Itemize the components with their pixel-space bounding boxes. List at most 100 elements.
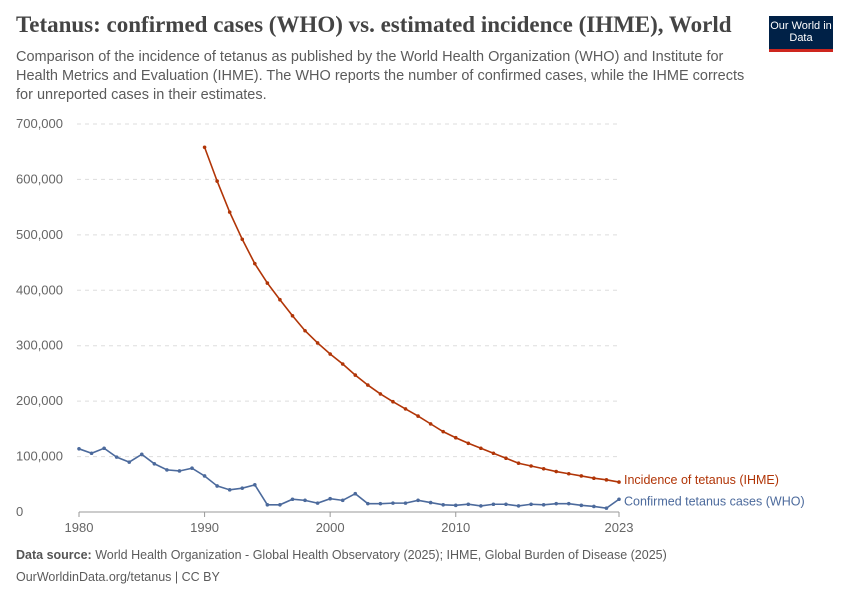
data-point bbox=[278, 297, 282, 302]
y-tick-label: 100,000 bbox=[16, 449, 63, 464]
data-point bbox=[265, 281, 270, 285]
x-tick-label: 2023 bbox=[605, 520, 634, 535]
data-point bbox=[453, 435, 458, 440]
data-point bbox=[202, 474, 207, 478]
data-point bbox=[504, 456, 508, 461]
data-point bbox=[315, 341, 320, 345]
data-point bbox=[441, 429, 445, 434]
data-point bbox=[303, 328, 307, 333]
data-point bbox=[428, 500, 433, 505]
data-point bbox=[253, 261, 257, 266]
series-label: Incidence of tetanus (IHME) bbox=[624, 473, 779, 487]
data-point bbox=[152, 461, 157, 466]
data-point bbox=[604, 478, 609, 482]
data-point bbox=[504, 502, 508, 507]
data-point bbox=[353, 373, 358, 377]
data-point bbox=[202, 145, 207, 150]
data-point bbox=[491, 502, 496, 507]
data-point bbox=[416, 414, 420, 418]
data-point bbox=[466, 441, 471, 446]
x-tick-label: 1980 bbox=[65, 520, 94, 535]
data-point bbox=[441, 502, 445, 507]
x-tick-label: 2010 bbox=[441, 520, 470, 535]
chart-subtitle: Comparison of the incidence of tetanus a… bbox=[16, 49, 745, 103]
data-point bbox=[592, 476, 596, 480]
data-point bbox=[554, 469, 559, 474]
data-point bbox=[240, 486, 245, 490]
data-point bbox=[353, 491, 358, 496]
data-point bbox=[366, 501, 370, 506]
data-point bbox=[541, 502, 546, 507]
data-point bbox=[290, 313, 295, 318]
y-tick-label: 300,000 bbox=[16, 338, 63, 353]
data-point bbox=[227, 488, 232, 492]
data-point bbox=[328, 352, 332, 356]
x-tick-label: 2000 bbox=[316, 520, 345, 535]
y-tick-label: 0 bbox=[16, 504, 23, 519]
data-point bbox=[479, 446, 483, 451]
data-point bbox=[579, 474, 584, 478]
data-point bbox=[592, 504, 596, 509]
data-point bbox=[265, 502, 270, 507]
data-point bbox=[190, 466, 194, 471]
y-tick-label: 200,000 bbox=[16, 393, 63, 408]
data-point bbox=[340, 498, 345, 503]
data-point bbox=[403, 501, 408, 505]
y-tick-label: 400,000 bbox=[16, 282, 63, 297]
data-point bbox=[240, 237, 245, 242]
chart-title: Tetanus: confirmed cases (WHO) vs. estim… bbox=[16, 12, 732, 37]
data-point bbox=[403, 407, 408, 411]
data-point bbox=[617, 480, 621, 484]
y-tick-label: 700,000 bbox=[16, 116, 63, 131]
data-point bbox=[102, 446, 106, 451]
data-point bbox=[566, 471, 571, 476]
x-tick-label: 1990 bbox=[190, 520, 219, 535]
data-point bbox=[328, 496, 332, 501]
data-point bbox=[579, 503, 584, 508]
data-point bbox=[479, 504, 483, 508]
y-tick-label: 500,000 bbox=[16, 227, 63, 242]
data-point bbox=[491, 451, 496, 456]
data-point bbox=[278, 502, 282, 507]
data-point bbox=[566, 501, 571, 506]
data-point bbox=[391, 501, 395, 505]
data-point bbox=[554, 501, 559, 506]
data-point bbox=[77, 447, 81, 451]
data-point bbox=[428, 422, 433, 426]
series-label: Confirmed tetanus cases (WHO) bbox=[624, 494, 805, 508]
data-point bbox=[127, 460, 132, 464]
data-source: Data source: World Health Organization -… bbox=[16, 548, 667, 562]
owid-logo[interactable]: Our World in Data bbox=[769, 16, 833, 52]
data-point bbox=[303, 498, 307, 503]
data-point bbox=[604, 506, 609, 510]
data-point bbox=[391, 399, 395, 404]
data-point bbox=[529, 502, 533, 507]
data-point bbox=[366, 383, 370, 387]
data-point bbox=[139, 452, 144, 457]
y-tick-label: 600,000 bbox=[16, 171, 63, 186]
data-point bbox=[378, 501, 383, 506]
data-point bbox=[290, 497, 295, 502]
data-point bbox=[215, 179, 219, 183]
series-line bbox=[78, 447, 620, 509]
source-text: World Health Organization - Global Healt… bbox=[95, 548, 667, 562]
data-point bbox=[416, 498, 420, 503]
data-point bbox=[617, 497, 621, 502]
data-point bbox=[227, 210, 232, 214]
data-point bbox=[453, 503, 458, 508]
source-url[interactable]: OurWorldinData.org/tetanus | CC BY bbox=[16, 570, 220, 584]
data-point bbox=[165, 468, 169, 472]
data-point bbox=[253, 483, 257, 487]
data-point bbox=[529, 464, 533, 468]
data-point bbox=[541, 466, 546, 471]
data-point bbox=[516, 504, 521, 508]
data-point bbox=[315, 501, 320, 505]
data-point bbox=[114, 455, 119, 459]
data-point bbox=[89, 451, 94, 456]
data-point bbox=[177, 469, 182, 473]
series-line bbox=[203, 147, 620, 483]
data-point bbox=[340, 362, 345, 366]
data-point bbox=[516, 461, 521, 466]
data-point bbox=[378, 392, 383, 396]
